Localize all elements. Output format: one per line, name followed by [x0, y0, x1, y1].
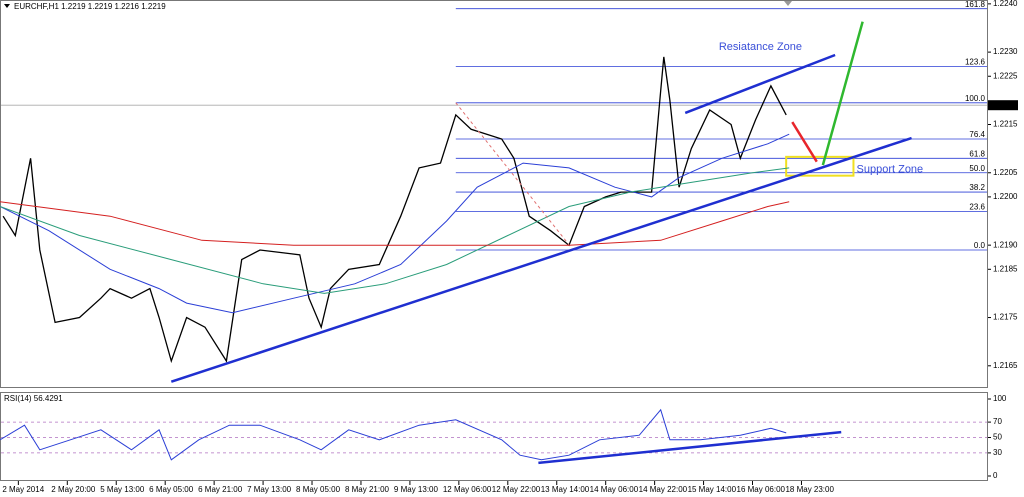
x-tick-label: 12 May 06:00 — [443, 485, 492, 494]
y-tick-label: 1.2165 — [993, 361, 1018, 370]
y-tick-label: 1.2185 — [993, 264, 1018, 273]
x-tick-label: 6 May 05:00 — [149, 485, 194, 494]
series-line — [0, 133, 790, 314]
trendline — [170, 136, 912, 383]
x-tick-label: 14 May 22:00 — [639, 485, 688, 494]
last-price-label: 1.2219 — [991, 100, 1016, 109]
trendline — [684, 53, 836, 115]
x-tick-label: 14 May 06:00 — [590, 485, 639, 494]
trendline — [455, 102, 570, 245]
annotation: Resiatance Zone — [719, 41, 802, 53]
x-tick-label: 15 May 14:00 — [688, 485, 737, 494]
series-line — [2, 56, 787, 364]
x-tick-label: 9 May 13:00 — [394, 485, 439, 494]
chart-title: EURCHF,H1 1.2219 1.2219 1.2216 1.2219 — [14, 2, 166, 11]
y-tick-label: 1.2240 — [993, 0, 1018, 8]
trendline — [821, 21, 864, 166]
y-tick-label: 30 — [993, 448, 1002, 457]
fib-label: 61.8 — [969, 149, 985, 158]
x-tick-label: 8 May 05:00 — [296, 485, 341, 494]
annotation: Support Zone — [857, 163, 924, 175]
series-line — [0, 167, 790, 294]
x-tick-label: 13 May 14:00 — [541, 485, 590, 494]
y-tick-label: 1.2230 — [993, 47, 1018, 56]
x-tick-label: 7 May 13:00 — [247, 485, 292, 494]
x-tick-label: 2 May 20:00 — [51, 485, 96, 494]
x-tick-label: 16 May 06:00 — [737, 485, 786, 494]
fib-label: 123.6 — [965, 58, 986, 67]
fib-label: 0.0 — [974, 241, 986, 250]
y-tick-label: 70 — [993, 417, 1002, 426]
x-tick-label: 12 May 22:00 — [492, 485, 541, 494]
x-tick-label: 6 May 21:00 — [198, 485, 243, 494]
fib-label: 38.2 — [969, 183, 985, 192]
symbol-marker — [4, 4, 10, 8]
y-tick-label: 1.2215 — [993, 120, 1018, 129]
trendline — [538, 430, 842, 465]
y-tick-label: 50 — [993, 433, 1002, 442]
rsi-title: RSI(14) 56.4291 — [4, 394, 63, 403]
y-tick-label: 100 — [993, 394, 1007, 403]
fib-label: 76.4 — [969, 130, 985, 139]
trendline — [791, 121, 818, 163]
y-tick-label: 1.2190 — [993, 240, 1018, 249]
x-tick-label: 18 May 23:00 — [785, 485, 834, 494]
y-tick-label: 1.2200 — [993, 192, 1018, 201]
y-tick-label: 0 — [993, 471, 998, 480]
last-price-box — [988, 100, 1018, 111]
fib-label: 161.8 — [965, 0, 986, 9]
zone-box — [785, 155, 855, 177]
x-tick-label: 2 May 2014 — [2, 485, 44, 494]
y-tick-label: 1.2225 — [993, 71, 1018, 80]
fib-label: 50.0 — [969, 164, 985, 173]
series-line — [0, 408, 787, 461]
main-panel — [0, 0, 988, 388]
scroll-marker — [784, 1, 792, 6]
series-line — [0, 201, 790, 246]
fib-label: 23.6 — [969, 202, 985, 211]
y-tick-label: 1.2175 — [993, 313, 1018, 322]
x-tick-label: 8 May 21:00 — [345, 485, 390, 494]
x-tick-label: 5 May 13:00 — [100, 485, 145, 494]
y-tick-label: 1.2205 — [993, 168, 1018, 177]
fib-label: 100.0 — [965, 94, 986, 103]
